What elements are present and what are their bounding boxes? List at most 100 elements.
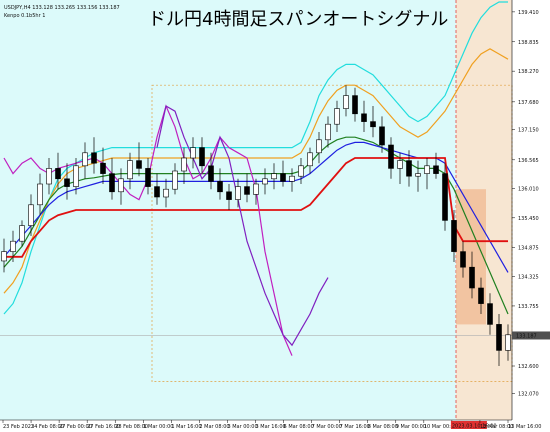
axis-background <box>512 0 550 432</box>
candle-body <box>334 108 340 125</box>
candle-body <box>1 251 7 262</box>
candle-body <box>64 178 70 187</box>
x-tick-label: 3 Mar 16:00 <box>256 424 286 430</box>
candle-body <box>217 181 223 193</box>
candle-body <box>442 173 448 221</box>
x-tick-label: 3 Mar 00:00 <box>227 424 257 430</box>
candle-body <box>361 113 367 122</box>
candle-body <box>379 126 385 146</box>
candle-body <box>424 165 430 174</box>
indicator-label: Kenpo 0.1b5hr 1 <box>4 13 45 19</box>
candle-body <box>253 183 259 195</box>
candle-body <box>37 183 43 206</box>
candle-body <box>298 165 304 177</box>
candle-body <box>289 175 295 182</box>
indicator-line <box>3 1 508 315</box>
candle-body <box>55 168 61 180</box>
y-tick-label: 138.835 <box>518 40 539 46</box>
candle-body <box>271 173 277 180</box>
candle-body <box>415 173 421 177</box>
x-tick-highlight <box>450 421 487 429</box>
candle-body <box>478 287 484 304</box>
candle-body <box>451 220 457 252</box>
candle-body <box>433 165 439 174</box>
x-tick-label: 13 Mar 16:00 <box>508 424 541 430</box>
y-tick-label: 133.755 <box>518 304 539 310</box>
candle-body <box>136 160 142 169</box>
candle-body <box>487 303 493 325</box>
x-tick-label: 6 Mar 08:00 <box>284 424 314 430</box>
x-tick-label: 27 Feb 00:00 <box>59 424 92 430</box>
indicator-line <box>3 48 509 294</box>
y-tick-label: 139.410 <box>518 10 539 16</box>
price-tag <box>512 331 550 340</box>
candle-body <box>109 173 115 193</box>
candle-body <box>316 139 322 154</box>
x-tick-label: 10 Mar 00:00 <box>424 424 457 430</box>
candle-body <box>226 191 232 200</box>
candle-body <box>172 170 178 190</box>
candle-body <box>100 162 106 174</box>
x-tick-label: 24 Feb 08:00 <box>31 424 64 430</box>
candle-body <box>127 160 133 180</box>
candle-body <box>469 266 475 289</box>
candle-body <box>154 186 160 198</box>
indicator-line <box>4 157 508 258</box>
candle-body <box>460 251 466 268</box>
candle-body <box>325 123 331 141</box>
x-tick-label: 23 Feb 2023 <box>3 424 34 430</box>
indicator-lines <box>3 1 509 356</box>
candle-body <box>181 157 187 172</box>
candle-body <box>208 165 214 182</box>
candle-body <box>397 160 403 169</box>
indicator-line <box>156 105 329 347</box>
candle-body <box>91 152 97 164</box>
candle-body <box>73 165 79 187</box>
y-tick-label: 137.150 <box>518 127 539 133</box>
x-tick-label: 9 Mar 00:00 <box>396 424 426 430</box>
x-tick-label: 13 Mar 08:00 <box>480 424 513 430</box>
candle-body <box>82 152 88 167</box>
x-tick-label: 2 Mar 08:00 <box>199 424 229 430</box>
candle-body <box>28 204 34 226</box>
indicator-line <box>3 136 509 315</box>
candle-body <box>406 160 412 177</box>
x-tick-label: 2023.03.10 16:00 <box>452 424 497 430</box>
y-tick-label: 132.070 <box>518 392 539 398</box>
candle-body <box>343 95 349 109</box>
y-tick-label: 138.270 <box>518 69 539 75</box>
candle-body <box>496 324 502 351</box>
x-tick-label: 28 Feb 08:00 <box>115 424 148 430</box>
x-tick-label: 1 Mar 16:00 <box>171 424 201 430</box>
candles <box>1 85 511 366</box>
candle-body <box>352 95 358 115</box>
x-tick-label: 7 Mar 16:00 <box>340 424 370 430</box>
y-tick-label: 132.600 <box>518 364 539 370</box>
candle-body <box>46 168 52 185</box>
candle-body <box>118 178 124 193</box>
candle-body <box>19 225 25 242</box>
candle-body <box>10 240 16 252</box>
y-tick-label: 137.680 <box>518 100 539 106</box>
candle-body <box>388 144 394 169</box>
candle-body <box>190 147 196 159</box>
x-tick-label: 27 Feb 16:00 <box>87 424 120 430</box>
chart-title: ドル円4時間足スパンオートシグナル <box>148 9 448 30</box>
candle-body <box>505 334 511 351</box>
y-tick-label: 135.450 <box>518 216 539 222</box>
candle-body <box>370 121 376 128</box>
y-tick-label: 134.325 <box>518 274 539 280</box>
x-tick-label: 7 Mar 00:00 <box>312 424 342 430</box>
y-tick-label: 136.565 <box>518 158 539 164</box>
candle-body <box>145 168 151 187</box>
candle-body <box>244 186 250 195</box>
xaxis-background <box>0 420 550 432</box>
x-tick-label: 1 Mar 00:00 <box>143 424 173 430</box>
candle-body <box>163 188 169 198</box>
y-tick-label: 134.875 <box>518 246 539 252</box>
symbol-label: USDJPY,H4 133.128 133.265 133.156 133.18… <box>4 5 120 11</box>
candle-body <box>199 147 205 167</box>
